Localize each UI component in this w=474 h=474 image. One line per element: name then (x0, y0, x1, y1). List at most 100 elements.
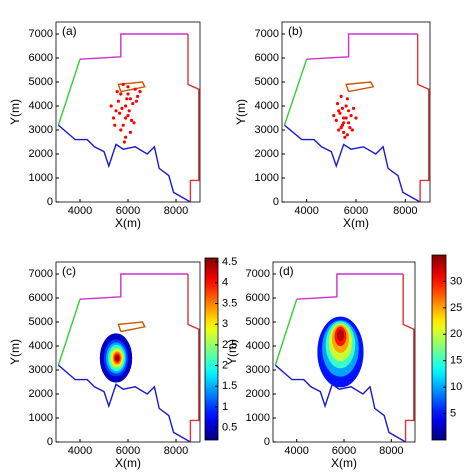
y-tick-label: 3000 (255, 124, 279, 136)
colorbar-tick-label: 0.5 (222, 421, 237, 433)
boundary-line (187, 34, 200, 202)
x-tick-label: 6000 (344, 205, 368, 217)
boundary-line (296, 273, 404, 300)
contour (337, 329, 344, 342)
y-tick-label: 6000 (246, 292, 270, 304)
y-axis-label: Y(m) (8, 339, 22, 365)
x-axis-label: X(m) (331, 456, 357, 470)
point (121, 123, 125, 127)
y-tick-label: 0 (273, 196, 279, 208)
point (128, 97, 132, 101)
boundary-line (306, 33, 418, 60)
panel: 0 1000 2000 3000 4000 5000 6000 7000 4000 6000 800… (8, 256, 237, 470)
plot-content (283, 33, 430, 202)
y-tick-label: 3000 (246, 364, 270, 376)
boundary-line (187, 274, 200, 442)
panel-label: (c) (62, 264, 76, 278)
colorbar-tick-label: 30 (450, 275, 462, 287)
boundary-line (416, 34, 430, 202)
boundary-line (117, 81, 146, 93)
x-axis-label: X(m) (343, 216, 369, 230)
y-tick-label: 1000 (29, 412, 53, 424)
x-tick-label: 8000 (393, 205, 417, 217)
point (344, 116, 348, 120)
y-tick-label: 2000 (29, 148, 53, 160)
panel: 0 1000 2000 3000 4000 5000 6000 7000 4000 6000 800… (225, 254, 462, 470)
colorbar-tick-label: 1 (222, 401, 228, 413)
point (128, 130, 132, 134)
point (348, 126, 352, 130)
y-tick-label: 4000 (29, 100, 53, 112)
point (113, 123, 117, 127)
y-tick-label: 3000 (29, 364, 53, 376)
point (337, 109, 341, 113)
point (126, 114, 130, 118)
y-tick-label: 4000 (29, 340, 53, 352)
x-tick-label: 6000 (116, 445, 140, 457)
y-tick-label: 0 (264, 436, 270, 448)
x-axis-label: X(m) (115, 216, 141, 230)
y-tick-label: 1000 (246, 412, 270, 424)
y-tick-label: 3000 (29, 124, 53, 136)
colorbar-tick-label: 20 (450, 328, 462, 340)
y-tick-label: 1000 (255, 172, 279, 184)
y-tick-label: 5000 (246, 316, 270, 328)
point (133, 87, 137, 91)
colorbar (431, 254, 447, 441)
y-tick-label: 4000 (246, 340, 270, 352)
point (343, 135, 347, 139)
boundary-line (274, 298, 298, 366)
point (109, 104, 113, 108)
point (116, 99, 120, 103)
y-tick-label: 7000 (29, 28, 53, 40)
point (342, 116, 346, 120)
boundary-line (79, 273, 188, 300)
y-axis-label: Y(m) (225, 339, 239, 365)
point (344, 104, 348, 108)
boundary-line (402, 274, 415, 442)
point (349, 114, 353, 118)
colorbar-tick-label: 15 (450, 355, 462, 367)
y-tick-label: 7000 (246, 268, 270, 280)
point (124, 116, 128, 120)
x-tick-label: 6000 (332, 445, 356, 457)
point (339, 126, 343, 130)
boundary-line (57, 364, 191, 442)
x-tick-label: 4000 (294, 205, 318, 217)
x-tick-label: 4000 (284, 445, 308, 457)
point (350, 128, 354, 132)
point (339, 94, 343, 98)
boundary-line (79, 33, 188, 60)
y-tick-label: 6000 (255, 52, 279, 64)
point (342, 121, 346, 125)
y-tick-label: 4000 (255, 100, 279, 112)
point (338, 111, 342, 115)
point (126, 92, 130, 96)
plot-area (281, 21, 431, 203)
boundary-line (117, 321, 146, 333)
point (112, 116, 116, 120)
point (115, 90, 119, 94)
y-tick-label: 6000 (29, 292, 53, 304)
point (347, 121, 351, 125)
plot-content (57, 33, 200, 202)
point (351, 106, 356, 110)
y-tick-label: 5000 (29, 76, 53, 88)
y-tick-label: 7000 (255, 28, 279, 40)
point (130, 118, 134, 122)
point (118, 111, 122, 115)
x-tick-label: 6000 (116, 205, 140, 217)
point (340, 123, 345, 127)
point (342, 130, 346, 134)
y-axis-label: Y(m) (234, 99, 248, 125)
y-tick-label: 0 (47, 436, 53, 448)
y-tick-label: 2000 (246, 388, 270, 400)
point (347, 109, 351, 113)
panel-label: (a) (62, 24, 77, 38)
plot-content (274, 273, 415, 442)
y-tick-label: 2000 (29, 388, 53, 400)
x-axis-label: X(m) (115, 456, 141, 470)
point (340, 106, 345, 110)
colorbar-tick-label: 4.5 (222, 256, 237, 268)
